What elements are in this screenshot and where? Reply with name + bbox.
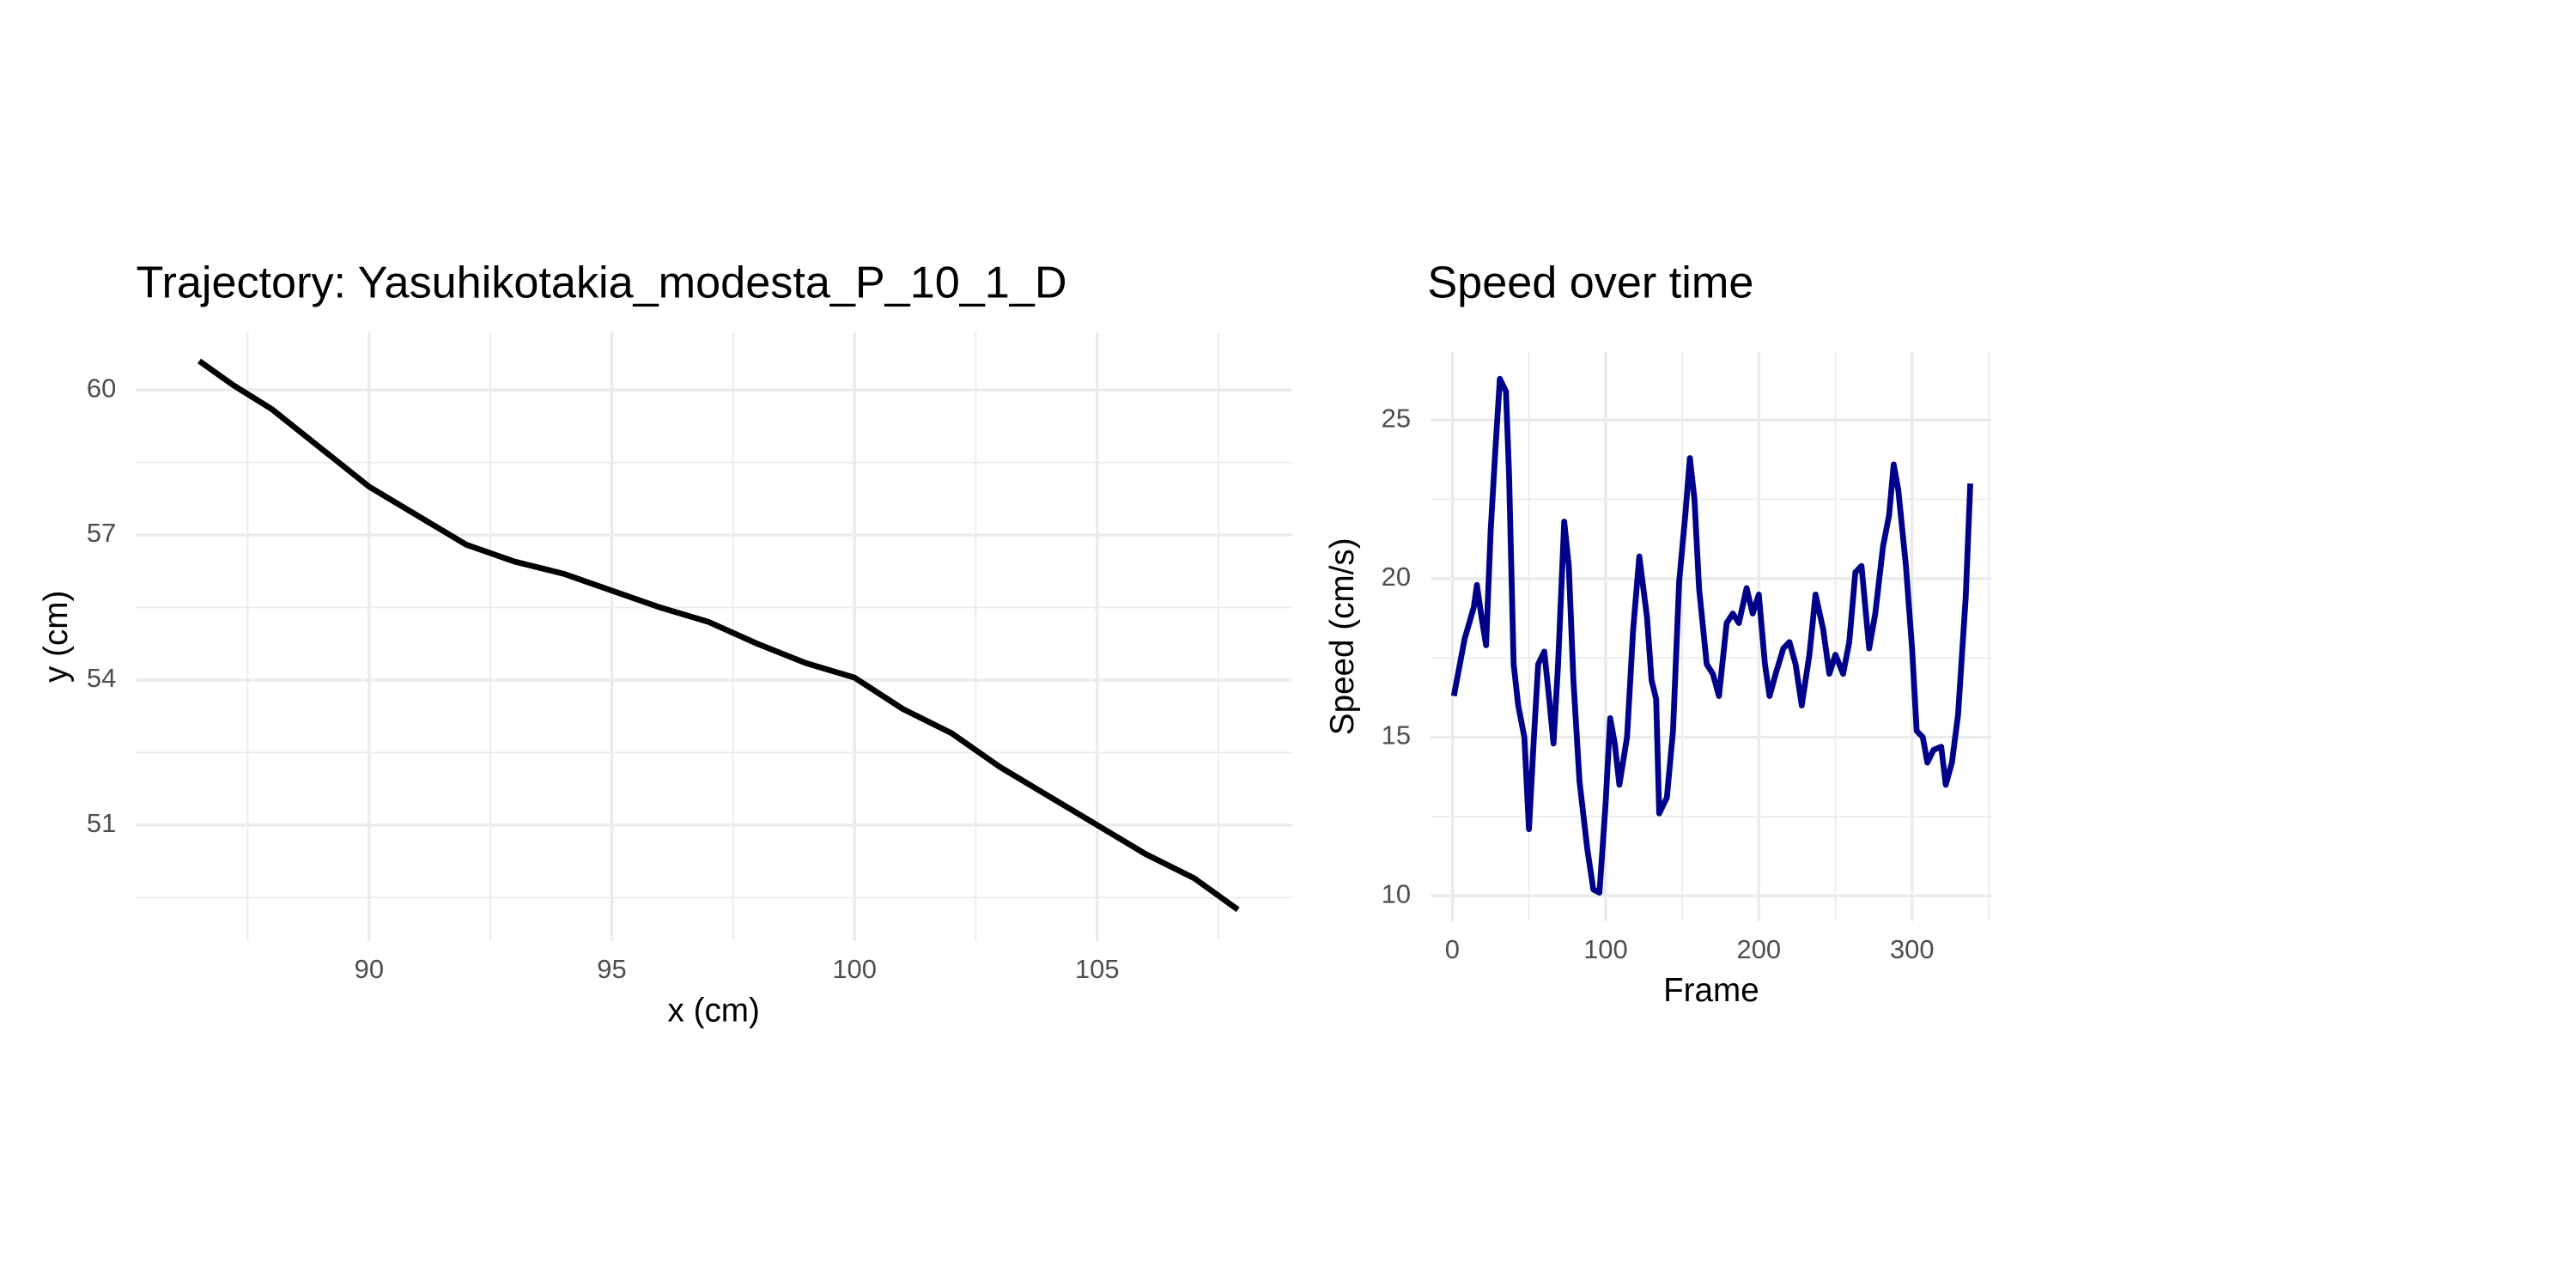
y-tick-label: 54 xyxy=(87,663,116,693)
x-axis-label: Frame xyxy=(1663,972,1759,1009)
y-tick-label: 51 xyxy=(87,808,116,838)
y-tick-label: 20 xyxy=(1382,562,1411,592)
y-tick-label: 10 xyxy=(1382,878,1411,908)
x-axis-label: x (cm) xyxy=(668,992,760,1029)
x-tick-label: 95 xyxy=(597,954,626,984)
x-tick-label: 200 xyxy=(1737,934,1782,964)
y-tick-label: 15 xyxy=(1382,720,1411,750)
y-axis-label: Speed (cm/s) xyxy=(1324,538,1361,735)
y-tick-label: 60 xyxy=(87,373,116,403)
x-tick-label: 100 xyxy=(832,954,877,984)
x-tick-label: 100 xyxy=(1583,934,1628,964)
y-axis-label: y (cm) xyxy=(38,591,75,683)
chart-title: Speed over time xyxy=(1427,258,1753,307)
y-tick-label: 25 xyxy=(1382,403,1411,433)
x-tick-label: 0 xyxy=(1445,934,1460,964)
x-tick-label: 300 xyxy=(1890,934,1935,964)
x-tick-label: 105 xyxy=(1075,954,1120,984)
data-line xyxy=(197,358,1240,913)
y-tick-label: 57 xyxy=(87,518,116,548)
x-tick-label: 90 xyxy=(355,954,384,984)
data-line xyxy=(1450,375,1973,896)
chart-title: Trajectory: Yasuhikotakia_modesta_P_10_1… xyxy=(137,258,1067,307)
